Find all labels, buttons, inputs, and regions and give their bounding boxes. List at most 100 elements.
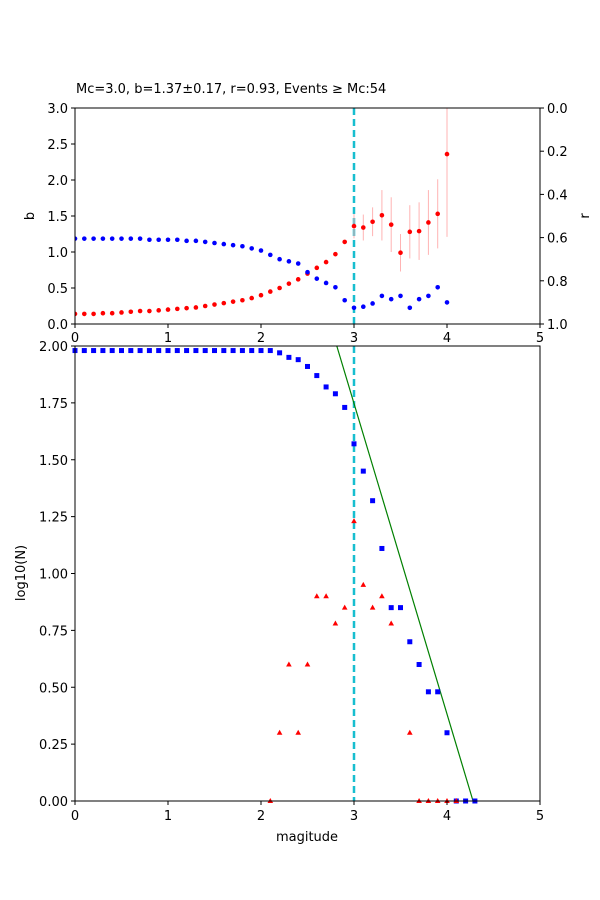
b-value-point bbox=[221, 300, 227, 306]
cumulative-count-point bbox=[128, 348, 134, 354]
top-y2-tick-label: 0.0 bbox=[547, 102, 568, 117]
r-value-point bbox=[444, 300, 450, 305]
top-y2-tick-label: 1.0 bbox=[547, 318, 568, 333]
b-value-point bbox=[128, 309, 134, 315]
bottom-x-tick-label: 1 bbox=[164, 809, 172, 824]
bottom-y-tick-label: 0.25 bbox=[39, 738, 68, 753]
b-value-point bbox=[119, 310, 124, 315]
top-y-tick-label: 2.5 bbox=[47, 138, 68, 153]
bottom-plot-frame bbox=[75, 346, 540, 801]
b-value-point bbox=[137, 308, 143, 314]
r-value-point bbox=[277, 256, 282, 262]
b-value-point bbox=[249, 295, 254, 301]
cumulative-count-point bbox=[332, 391, 338, 397]
r-value-point bbox=[398, 293, 403, 299]
noncumulative-count-point bbox=[341, 604, 348, 610]
cumulative-count-point bbox=[388, 605, 394, 611]
cumulative-count-point bbox=[174, 348, 180, 354]
bottom-y-tick-label: 2.00 bbox=[39, 340, 68, 355]
cumulative-count-point bbox=[165, 348, 171, 354]
b-value-point bbox=[370, 219, 375, 225]
b-value-point bbox=[156, 308, 161, 313]
cumulative-count-point bbox=[119, 348, 124, 354]
cumulative-count-point bbox=[277, 350, 283, 356]
b-value-point bbox=[314, 265, 320, 271]
b-value-point bbox=[379, 212, 385, 218]
noncumulative-count-point bbox=[388, 620, 394, 626]
r-value-point bbox=[137, 236, 143, 241]
b-value-point bbox=[212, 302, 217, 307]
r-value-point bbox=[379, 293, 385, 299]
cumulative-count-point bbox=[314, 373, 320, 379]
r-value-point bbox=[240, 243, 245, 249]
bottom-x-tick-label: 4 bbox=[443, 809, 451, 824]
bottom-x-tick-label: 5 bbox=[536, 809, 544, 824]
r-value-point bbox=[305, 269, 310, 275]
r-value-point bbox=[268, 252, 273, 258]
b-value-point bbox=[361, 225, 366, 230]
b-value-point bbox=[435, 211, 441, 217]
b-value-point bbox=[240, 297, 245, 303]
top-plot-frame bbox=[75, 108, 540, 324]
cumulative-count-point bbox=[267, 348, 273, 354]
noncumulative-count-point bbox=[407, 729, 413, 735]
top-chart: Mc=3.0, b=1.37±0.17, r=0.93, Events ≥ Mc… bbox=[23, 82, 593, 346]
r-value-point bbox=[351, 305, 357, 311]
r-value-point bbox=[249, 246, 254, 251]
r-value-point bbox=[202, 239, 208, 245]
r-value-point bbox=[82, 236, 87, 241]
bottom-y-tick-label: 1.00 bbox=[39, 568, 68, 583]
bottom-x-tick-label: 0 bbox=[71, 809, 79, 824]
r-value-point bbox=[323, 280, 329, 286]
r-value-point bbox=[333, 284, 338, 290]
r-value-point bbox=[407, 305, 413, 311]
noncumulative-count-point bbox=[323, 593, 329, 599]
b-value-point bbox=[398, 250, 403, 256]
b-value-point bbox=[333, 251, 338, 257]
noncumulative-count-point bbox=[314, 593, 320, 599]
r-value-point bbox=[156, 237, 161, 243]
b-value-point bbox=[175, 306, 180, 312]
top-chart-y2label: r bbox=[578, 213, 593, 219]
top-x-tick-label: 4 bbox=[443, 331, 451, 346]
b-value-point bbox=[286, 281, 292, 286]
b-value-point bbox=[351, 223, 357, 229]
r-value-point bbox=[361, 304, 366, 310]
b-value-point bbox=[147, 308, 152, 314]
r-value-point bbox=[128, 236, 134, 241]
cumulative-count-point bbox=[212, 348, 217, 354]
top-x-tick-label: 2 bbox=[257, 331, 265, 346]
r-value-point bbox=[175, 237, 180, 243]
b-value-point bbox=[416, 228, 422, 234]
noncumulative-count-point bbox=[276, 729, 283, 735]
top-y2-tick-label: 0.8 bbox=[547, 275, 568, 290]
cumulative-count-point bbox=[184, 348, 190, 354]
bottom-chart-ticks: 0 1 2 3 4 5 0.00 0.25 0.50 0.75 1.00 1.25 1.50 1.75 2.… bbox=[39, 340, 544, 824]
noncumulative-count-point bbox=[286, 661, 292, 667]
r-value-point bbox=[212, 240, 217, 246]
r-value-point bbox=[314, 276, 320, 281]
cumulative-count-point bbox=[109, 348, 115, 354]
top-x-tick-label: 5 bbox=[536, 331, 544, 346]
cumulative-count-point bbox=[239, 348, 245, 354]
b-value-point bbox=[277, 285, 282, 291]
b-value-point bbox=[230, 299, 236, 304]
r-value-point bbox=[426, 293, 431, 299]
r-value-point bbox=[435, 284, 441, 290]
cumulative-count-point bbox=[425, 689, 431, 695]
b-value-point bbox=[82, 311, 87, 317]
r-value-point bbox=[91, 236, 96, 241]
cumulative-count-point bbox=[323, 384, 329, 390]
gr-fit-line bbox=[336, 345, 474, 802]
r-value-point bbox=[184, 238, 189, 244]
bottom-y-tick-label: 0.50 bbox=[39, 681, 68, 696]
cumulative-count-point bbox=[202, 348, 208, 354]
bottom-x-tick-label: 2 bbox=[257, 809, 265, 824]
b-value-point bbox=[268, 289, 273, 294]
noncumulative-count-point bbox=[351, 518, 357, 524]
b-value-point bbox=[295, 277, 301, 282]
r-value-point bbox=[388, 296, 394, 302]
cumulative-count-point bbox=[286, 354, 292, 360]
cumulative-count-point bbox=[230, 348, 236, 354]
